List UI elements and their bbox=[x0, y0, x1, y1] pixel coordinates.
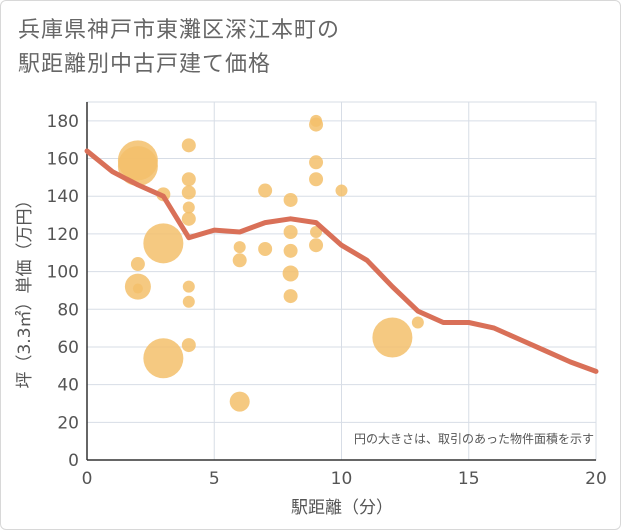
data-bubble bbox=[283, 243, 298, 258]
y-tick-label: 100 bbox=[47, 263, 79, 283]
data-bubble bbox=[310, 226, 323, 239]
y-axis-label: 坪（3.3㎡）単価（万円） bbox=[15, 191, 35, 388]
data-bubble bbox=[283, 289, 298, 304]
data-bubble bbox=[117, 146, 158, 187]
data-bubble bbox=[309, 117, 324, 132]
tick-labels: 0 20 40 60 80 100 120 140 160 180 0 5 10 15 20 bbox=[47, 112, 607, 489]
y-tick-label: 140 bbox=[47, 187, 79, 207]
data-bubble bbox=[182, 280, 195, 293]
data-bubble bbox=[309, 172, 324, 187]
data-bubble bbox=[181, 211, 196, 226]
data-bubble bbox=[258, 241, 273, 256]
y-tick-label: 20 bbox=[57, 413, 79, 433]
chart-title: 兵庫県神戸市東灘区深江本町の 駅距離別中古戸建て価格 bbox=[18, 14, 608, 82]
axes bbox=[86, 102, 596, 461]
y-tick-label: 0 bbox=[68, 451, 79, 471]
data-bubble bbox=[372, 317, 413, 358]
y-tick-label: 180 bbox=[47, 112, 79, 132]
data-bubble bbox=[181, 185, 196, 200]
data-bubble bbox=[282, 265, 299, 282]
chart-title-line2: 駅距離別中古戸建て価格 bbox=[18, 52, 272, 77]
data-bubble bbox=[143, 223, 184, 264]
bubbles bbox=[117, 114, 424, 412]
data-bubble bbox=[229, 391, 250, 412]
data-bubble bbox=[143, 338, 184, 379]
y-tick-label: 80 bbox=[57, 300, 79, 320]
y-tick-label: 40 bbox=[57, 376, 79, 396]
bubble-size-note: 円の大きさは、取引のあった物件面積を示す bbox=[354, 431, 594, 446]
data-bubble bbox=[258, 183, 273, 198]
y-tick-label: 60 bbox=[57, 338, 79, 358]
data-bubble bbox=[283, 192, 298, 207]
x-tick-label: 15 bbox=[458, 469, 480, 489]
x-axis-label: 駅距離（分） bbox=[291, 498, 393, 518]
data-bubble bbox=[309, 155, 324, 170]
data-bubble bbox=[132, 283, 143, 294]
trend-line bbox=[84, 148, 599, 374]
x-tick-label: 0 bbox=[82, 469, 93, 489]
data-bubble bbox=[130, 257, 145, 272]
x-tick-label: 5 bbox=[209, 469, 220, 489]
data-bubble bbox=[182, 295, 195, 308]
chart-title-line1: 兵庫県神戸市東灘区深江本町の bbox=[18, 18, 341, 43]
data-bubble bbox=[411, 316, 424, 329]
data-bubble bbox=[309, 238, 324, 253]
data-bubble bbox=[182, 201, 195, 214]
data-bubble bbox=[335, 184, 348, 197]
data-bubble bbox=[233, 241, 246, 254]
y-tick-label: 120 bbox=[47, 225, 79, 245]
trend-line-group bbox=[84, 148, 599, 374]
data-bubble bbox=[181, 138, 196, 153]
data-bubble bbox=[181, 172, 196, 187]
data-bubble bbox=[181, 338, 196, 353]
x-tick-label: 20 bbox=[585, 469, 607, 489]
grid-lines bbox=[86, 101, 597, 461]
data-bubble bbox=[283, 225, 298, 240]
x-tick-label: 10 bbox=[331, 469, 353, 489]
y-tick-label: 160 bbox=[47, 150, 79, 170]
data-bubble bbox=[232, 253, 247, 268]
